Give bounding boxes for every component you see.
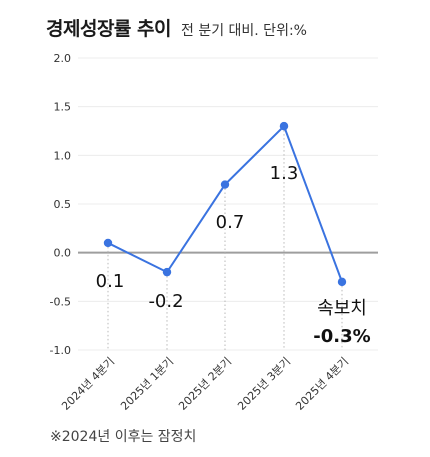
x-category-label: 2025년 2분기 (176, 355, 234, 413)
y-tick-label: 1.5 (54, 101, 72, 114)
data-label: 0.7 (216, 212, 245, 233)
preliminary-annotation: 속보치 (317, 298, 367, 319)
x-category-label: 2024년 4분기 (59, 355, 117, 413)
data-label: 0.1 (96, 271, 125, 292)
data-point-marker (103, 238, 113, 248)
chart-title: 경제성장률 추이 (46, 18, 171, 40)
y-tick-label: -1.0 (50, 344, 71, 357)
data-point-marker (279, 121, 289, 131)
x-category-label: 2025년 3분기 (235, 355, 293, 413)
chart-subtitle: 전 분기 대비. 단위:% (180, 23, 307, 39)
x-category-label: 2025년 4분기 (293, 355, 351, 413)
data-label: 1.3 (270, 163, 299, 184)
data-label: -0.3% (313, 326, 370, 347)
y-tick-label: -0.5 (50, 295, 71, 308)
y-tick-label: 2.0 (54, 52, 72, 65)
x-category-label: 2025년 1분기 (118, 355, 176, 413)
data-point-marker (337, 277, 347, 287)
footnote: ※2024년 이후는 잠정치 (50, 429, 197, 445)
data-point-marker (220, 180, 230, 189)
data-point-marker (162, 267, 172, 277)
data-label: -0.2 (148, 291, 183, 312)
y-tick-label: 0.0 (54, 247, 72, 260)
y-tick-label: 0.5 (54, 198, 72, 211)
chart-header: 경제성장률 추이 전 분기 대비. 단위:% (46, 14, 307, 41)
y-tick-label: 1.0 (54, 149, 72, 162)
